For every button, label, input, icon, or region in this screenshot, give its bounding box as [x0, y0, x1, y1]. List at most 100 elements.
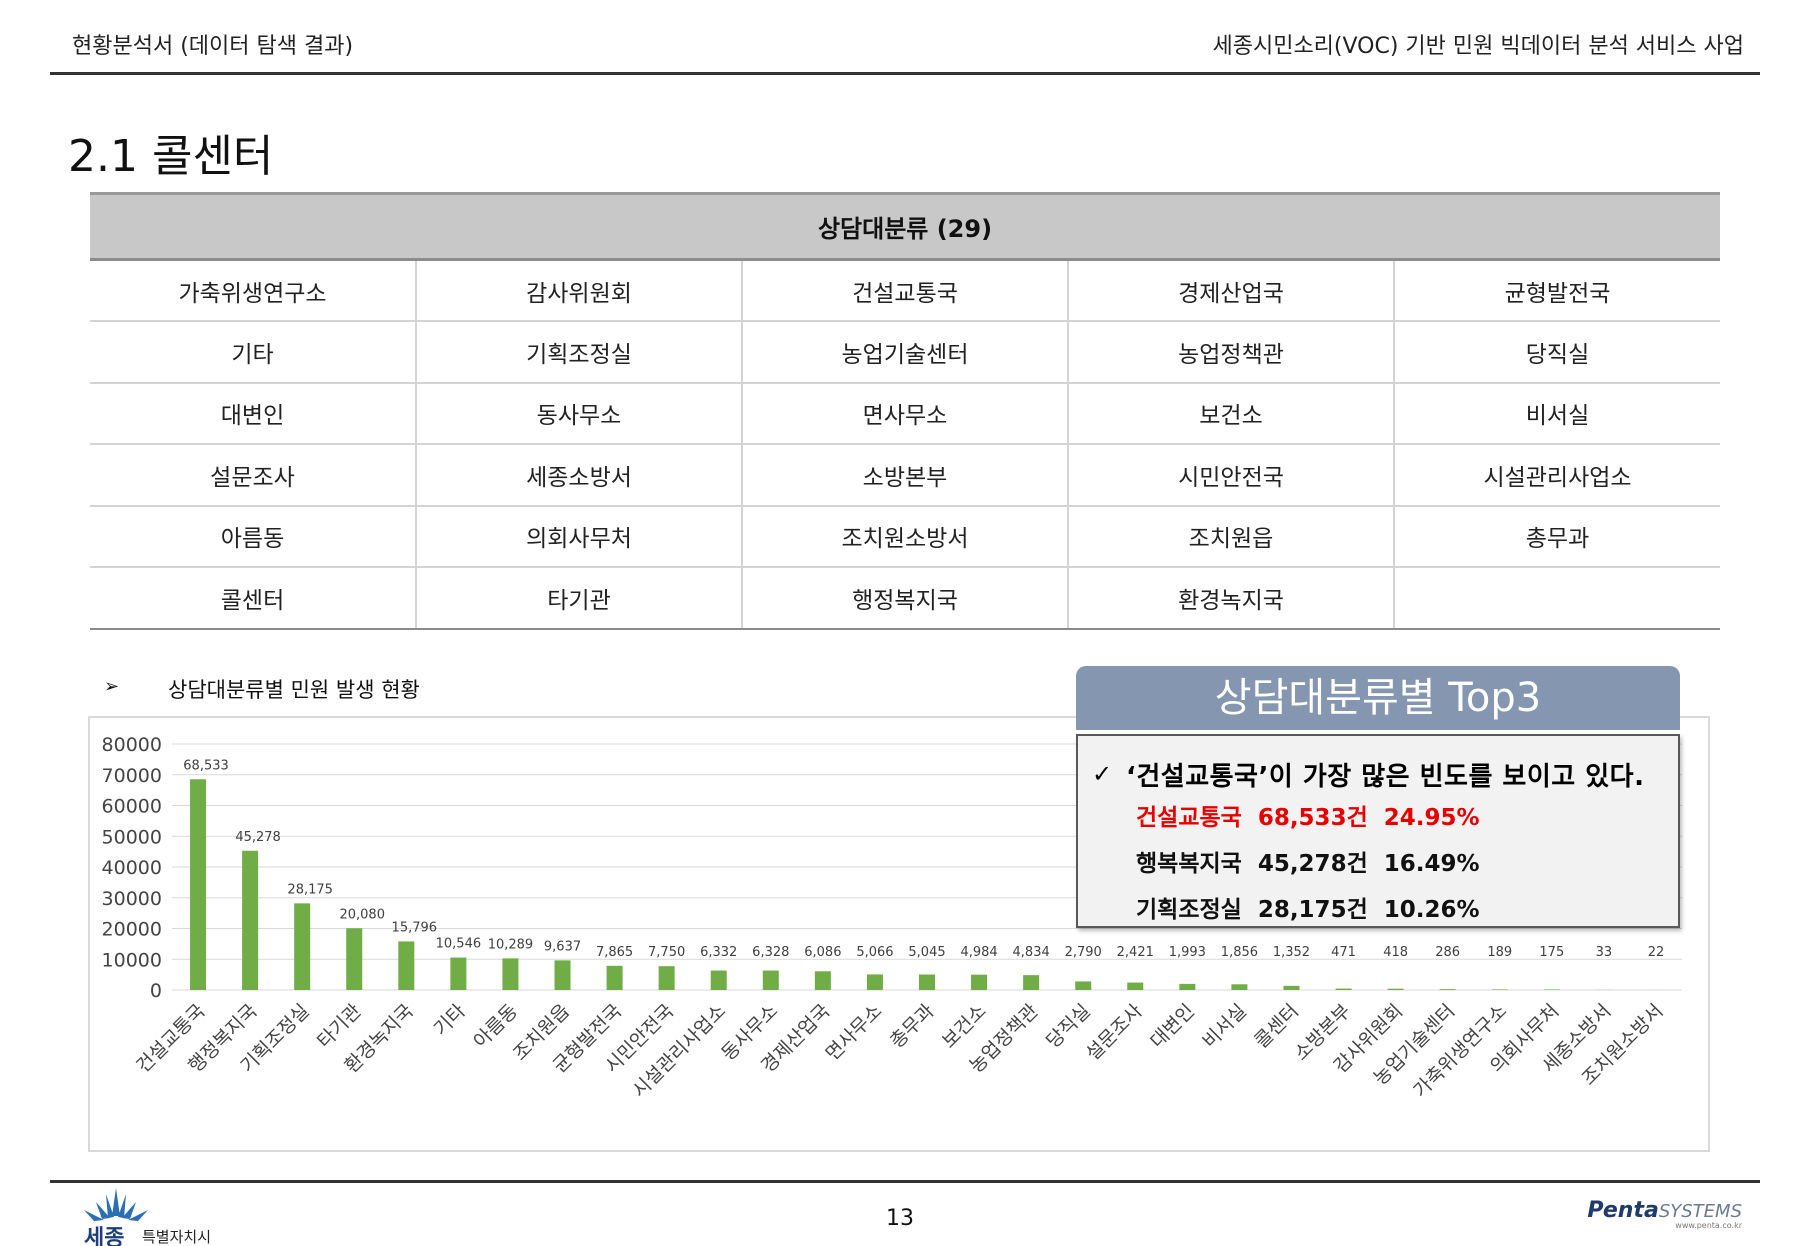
bar: [1179, 983, 1196, 990]
penta-logo-word: Penta: [1587, 1198, 1659, 1223]
category-row: 아름동 의회사무처 조치원소방서 조치원읍 총무과: [90, 505, 1720, 568]
bar: [346, 928, 363, 990]
category-row: 콜센터 타기관 행정복지국 환경녹지국: [90, 567, 1720, 630]
top3-item: 기획조정실 28,175건 10.26%: [1136, 890, 1480, 924]
data-label: 45,278: [235, 830, 281, 845]
data-label: 4,834: [1013, 945, 1050, 960]
x-category-label: 비서실: [1198, 1000, 1251, 1053]
sejong-city-logo: 세종 특별자치시: [76, 1186, 236, 1246]
data-label: 68,533: [183, 758, 229, 773]
top3-item-name: 건설교통국: [1136, 805, 1242, 831]
data-label: 33: [1596, 945, 1613, 960]
category-cell: 농업기술센터: [742, 321, 1069, 384]
data-label: 418: [1383, 945, 1408, 960]
bar: [398, 941, 415, 990]
category-cell: 균형발전국: [1394, 259, 1720, 322]
top3-headline: ‘건설교통국’이 가장 많은 빈도를 보이고 있다.: [1126, 762, 1645, 792]
bar: [294, 903, 311, 990]
data-label: 7,865: [596, 945, 633, 960]
data-label: 189: [1487, 945, 1512, 960]
category-cell: 시민안전국: [1068, 444, 1395, 507]
bar: [658, 966, 675, 990]
x-category-label: 기타: [430, 1000, 470, 1040]
category-cell: 대변인: [90, 382, 417, 445]
bar: [1543, 989, 1560, 990]
bar: [450, 957, 467, 990]
data-label: 6,328: [752, 945, 789, 960]
footer-divider: [50, 1180, 1760, 1183]
data-label: 6,332: [700, 945, 737, 960]
data-label: 1,352: [1273, 945, 1310, 960]
data-label: 10,289: [488, 937, 533, 952]
bar: [762, 970, 779, 990]
top3-summary-box: ✓ ‘건설교통국’이 가장 많은 빈도를 보이고 있다. 건설교통국 68,533…: [1076, 734, 1680, 928]
data-label: 10,546: [436, 937, 482, 952]
bar: [1127, 982, 1144, 990]
check-icon: ✓: [1092, 760, 1113, 788]
category-cell: 콜센터: [90, 567, 417, 630]
data-label: 2,790: [1065, 945, 1102, 960]
bar: [502, 958, 519, 990]
bar: [606, 965, 623, 990]
x-category-label: 설문조사: [1082, 1000, 1147, 1065]
bar: [1491, 989, 1508, 990]
y-tick-label: 20000: [102, 919, 162, 941]
category-cell: 세종소방서: [416, 444, 743, 507]
bar-chart: 80000 70000 60000 50000 40000 30000 20000 10000…: [102, 734, 1682, 1102]
category-row: 기타 기획조정실 농업기술센터 농업정책관 당직실: [90, 321, 1720, 384]
data-label: 5,066: [856, 945, 893, 960]
category-table-title: 상담대분류 (29): [90, 192, 1720, 261]
x-category-label: 대변인: [1146, 1000, 1199, 1053]
category-cell: 감사위원회: [416, 259, 743, 322]
data-label: 1,993: [1169, 945, 1206, 960]
category-cell: 비서실: [1394, 382, 1720, 445]
data-label: 20,080: [339, 907, 385, 922]
category-cell: [1394, 567, 1720, 630]
x-category-label: 총무과: [886, 1000, 939, 1053]
penta-systems-logo: PentaSYSTEMS www.penta.co.kr: [1587, 1198, 1742, 1230]
category-cell: 조치원읍: [1068, 505, 1395, 568]
category-cell: 면사무소: [742, 382, 1069, 445]
data-label: 471: [1331, 945, 1356, 960]
bar: [1231, 984, 1248, 990]
top3-title: 상담대분류별 Top3: [1076, 666, 1680, 730]
category-cell: 총무과: [1394, 505, 1720, 568]
data-label: 1,856: [1221, 945, 1258, 960]
category-cell: 아름동: [90, 505, 417, 568]
data-label: 4,984: [960, 945, 997, 960]
penta-logo-url: www.penta.co.kr: [1675, 1221, 1742, 1230]
data-label: 22: [1648, 945, 1665, 960]
data-label: 2,421: [1117, 945, 1154, 960]
data-label: 15,796: [392, 920, 438, 935]
bar: [1283, 985, 1300, 990]
category-cell: 기타: [90, 321, 417, 384]
category-cell: 동사무소: [416, 382, 743, 445]
top3-item-pct: 16.49%: [1383, 851, 1480, 877]
bar: [1387, 988, 1404, 990]
sejong-emblem-icon: [84, 1188, 148, 1221]
category-cell: 조치원소방서: [742, 505, 1069, 568]
y-tick-label: 70000: [102, 765, 162, 787]
data-label: 9,637: [544, 939, 581, 954]
data-label: 28,175: [287, 882, 333, 897]
x-category-label: 면사무소: [821, 1000, 886, 1065]
bar: [971, 974, 988, 990]
category-cell: 경제산업국: [1068, 259, 1395, 322]
category-row: 가축위생연구소 감사위원회 건설교통국 경제산업국 균형발전국: [90, 259, 1720, 322]
bar: [866, 974, 883, 990]
top3-item-count: 68,533건: [1257, 805, 1368, 831]
bar: [1335, 988, 1352, 990]
header-document-title: 현황분석서 (데이터 탐색 결과): [72, 34, 354, 59]
sejong-logo-city: 세종: [84, 1226, 125, 1246]
bar: [1075, 981, 1092, 990]
category-cell: 보건소: [1068, 382, 1395, 445]
y-tick-label: 10000: [102, 949, 162, 971]
y-tick-label: 50000: [102, 826, 162, 848]
top3-item-name: 행복복지국: [1136, 851, 1242, 877]
data-label: 6,086: [804, 945, 841, 960]
category-row: 설문조사 세종소방서 소방본부 시민안전국 시설관리사업소: [90, 444, 1720, 507]
x-category-label: 시설관리사업소: [628, 1000, 730, 1102]
data-label: 7,750: [648, 945, 685, 960]
category-cell: 설문조사: [90, 444, 417, 507]
y-tick-label: 80000: [102, 734, 162, 756]
